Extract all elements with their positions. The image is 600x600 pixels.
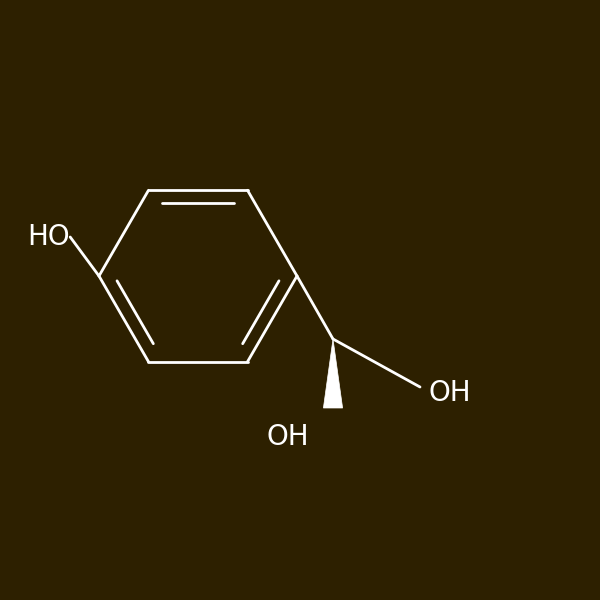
Text: OH: OH [429,379,472,407]
Polygon shape [323,339,343,408]
Text: HO: HO [27,223,70,251]
Text: OH: OH [266,423,310,451]
